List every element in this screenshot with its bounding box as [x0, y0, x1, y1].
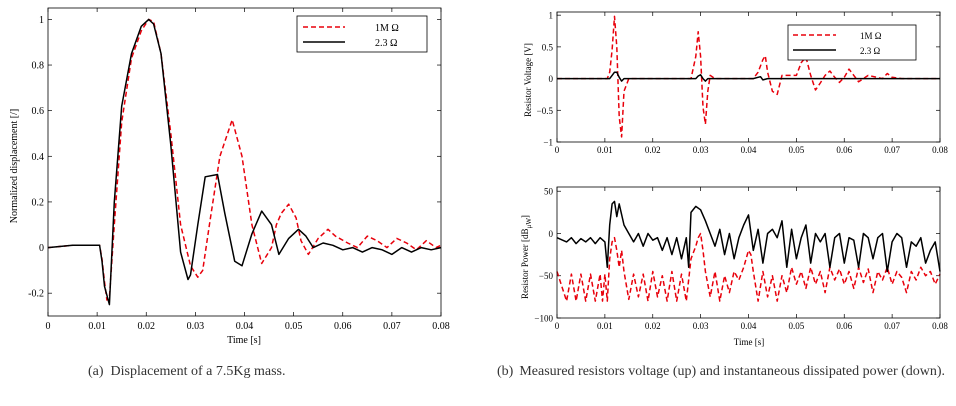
x-tick-label: 0.03 — [187, 321, 205, 332]
caption-a-text: Displacement of a 7.5Kg mass. — [110, 364, 286, 379]
y-tick-label: 0 — [549, 74, 554, 84]
y-tick-label: 0.4 — [32, 152, 45, 163]
y-tick-label: 50 — [544, 187, 554, 197]
chart-b-power-ylabel-close: ] — [520, 215, 530, 218]
chart-b-power: Resistor Power [dBμW] Time [s] 0 0.01 0.02… — [520, 186, 948, 347]
x-tick-label: 0.01 — [88, 321, 106, 332]
chart-b-power-xlabel: Time [s] — [734, 337, 764, 347]
x-tick-label: 0.05 — [789, 145, 805, 155]
caption-a: (a) Displacement of a 7.5Kg mass. — [88, 362, 286, 382]
x-tick-label: 0.04 — [741, 145, 757, 155]
x-tick-label: 0.07 — [884, 145, 900, 155]
series-line-2-3 — [47, 18, 442, 306]
x-tick-label: 0.04 — [236, 321, 254, 332]
y-tick-label: −50 — [539, 271, 554, 281]
chart-b-legend-box — [787, 24, 917, 61]
x-tick-label: 0.05 — [789, 321, 805, 331]
y-tick-label: 0.8 — [32, 61, 45, 72]
chart-b-legend-label-1M: 1M Ω — [860, 31, 882, 41]
caption-b-text: Measured resistors voltage (up) and inst… — [519, 364, 946, 379]
y-tick-label: 0 — [549, 229, 554, 239]
chart-b-voltage-legend: 1M Ω 2.3 Ω — [787, 24, 917, 61]
y-tick-label: 1 — [549, 11, 554, 21]
caption-b-label: (b) — [497, 364, 514, 379]
series-line-2-3 — [556, 200, 941, 273]
x-tick-label: 0.08 — [932, 321, 948, 331]
chart-a-legend-box — [296, 15, 428, 53]
y-tick-label: 0.6 — [32, 106, 45, 117]
series-line-2-3 — [557, 71, 940, 82]
x-tick-label: 0.02 — [645, 145, 661, 155]
chart-b-voltage: Resistor Voltage [V] 0 0.01 0.02 0.03 0.04 0.… — [523, 11, 948, 155]
chart-b-power-ylabel: Resistor Power [dBμW] — [520, 215, 533, 299]
chart-a-displacement: Normalized displacement [/] Time [s] 0 0.… — [9, 7, 450, 346]
x-tick-label: 0.02 — [138, 321, 156, 332]
chart-b-power-ylabel-sub: μW — [525, 218, 533, 229]
x-tick-label: 0.06 — [836, 145, 852, 155]
y-tick-label: 0.2 — [32, 197, 45, 208]
chart-a-ticks: 0 0.01 0.02 0.03 0.04 0.05 0.06 0.07 0.08 -0.2 0 0.… — [28, 8, 450, 332]
x-tick-label: 0.04 — [741, 321, 757, 331]
x-tick-label: 0.07 — [884, 321, 900, 331]
chart-b-voltage-ticks: 0 0.01 0.02 0.03 0.04 0.05 0.06 0.07 0.08 −1 −0.5 0… — [537, 11, 949, 155]
chart-b-voltage-series — [557, 15, 940, 138]
chart-b-legend-label-2-3: 2.3 Ω — [860, 46, 881, 56]
chart-b-power-ylabel-main: Resistor Power [dB — [520, 228, 530, 299]
chart-a-legend-label-1M: 1M Ω — [375, 23, 399, 34]
chart-b-power-series — [556, 200, 941, 302]
y-tick-label: −0.5 — [537, 106, 554, 116]
x-tick-label: 0.02 — [645, 321, 661, 331]
y-tick-label: −100 — [534, 314, 553, 324]
y-tick-label: 1 — [39, 15, 44, 26]
chart-a-ylabel: Normalized displacement [/] — [9, 109, 20, 223]
y-tick-label: −1 — [543, 138, 553, 148]
chart-a-legend: 1M Ω 2.3 Ω — [296, 15, 428, 53]
chart-a-frame — [47, 7, 442, 317]
chart-a-legend-label-2-3: 2.3 Ω — [375, 38, 397, 49]
y-tick-label: -0.2 — [28, 289, 44, 300]
x-tick-label: 0.03 — [693, 321, 709, 331]
x-tick-label: 0.06 — [836, 321, 852, 331]
series-line-1M — [47, 18, 442, 301]
x-tick-label: 0.01 — [597, 321, 613, 331]
series-line-1M — [556, 232, 941, 302]
chart-a-xlabel: Time [s] — [227, 335, 261, 346]
y-tick-label: 0 — [39, 243, 44, 254]
chart-b-power-ticks: 0 0.01 0.02 0.03 0.04 0.05 0.06 0.07 0.08 −100 −50… — [534, 187, 948, 331]
chart-b-voltage-frame — [556, 11, 941, 143]
x-tick-label: 0 — [46, 321, 51, 332]
caption-b: (b) Measured resistors voltage (up) and i… — [497, 362, 949, 382]
x-tick-label: 0.01 — [597, 145, 613, 155]
x-tick-label: 0 — [555, 321, 560, 331]
x-tick-label: 0.08 — [432, 321, 450, 332]
series-line-1M — [557, 15, 940, 138]
caption-a-label: (a) — [88, 364, 104, 379]
x-tick-label: 0 — [555, 145, 560, 155]
chart-b-power-frame — [556, 186, 941, 319]
chart-b-voltage-ylabel: Resistor Voltage [V] — [523, 43, 533, 117]
x-tick-label: 0.06 — [334, 321, 352, 332]
y-tick-label: 0.5 — [542, 42, 554, 52]
x-tick-label: 0.08 — [932, 145, 948, 155]
x-tick-label: 0.05 — [285, 321, 303, 332]
chart-a-series — [47, 18, 442, 306]
x-tick-label: 0.03 — [693, 145, 709, 155]
x-tick-label: 0.07 — [383, 321, 401, 332]
